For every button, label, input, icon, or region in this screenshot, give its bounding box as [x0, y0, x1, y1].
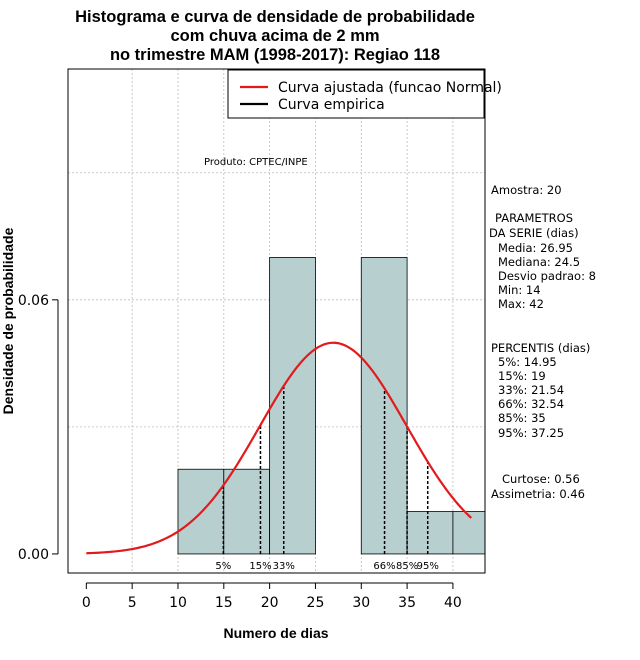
param-median: Mediana: 24.5	[498, 255, 580, 269]
skewness: Assimetria: 0.46	[491, 487, 585, 501]
product-credit: Produto: CPTEC/INPE	[204, 157, 308, 168]
histogram-bar-6	[452, 511, 486, 555]
percentile-85: 85%: 35	[498, 411, 546, 425]
histogram-bar-1	[223, 468, 271, 555]
chart-title-line-2: com chuva acima de 2 mm	[170, 27, 379, 45]
x-tick-label-15: 15	[215, 595, 233, 611]
percentile-label-0: 5%	[215, 561, 231, 572]
plot-frame	[67, 68, 486, 574]
x-tick-label-30: 30	[352, 595, 370, 611]
percentile-5: 5%: 14.95	[498, 355, 557, 369]
param-mean: Media: 26.95	[498, 241, 573, 255]
percentiles-heading: PERCENTIS (dias)	[491, 341, 590, 355]
legend-label-empirical: Curva empirica	[278, 97, 385, 113]
param-max: Max: 42	[498, 297, 544, 311]
params-heading-1: PARAMETROS	[495, 211, 573, 225]
percentile-33: 33%: 21.54	[498, 383, 564, 397]
percentile-66: 66%: 32.54	[498, 397, 564, 411]
histogram-bar-5	[406, 511, 454, 555]
percentile-label-4: 85%	[396, 561, 418, 572]
x-tick-label-20: 20	[261, 595, 279, 611]
histogram-bars	[177, 257, 486, 555]
percentile-labels: 5% 15% 33% 66% 85%95%	[215, 561, 438, 572]
x-tick-label-40: 40	[444, 595, 462, 611]
y-axis-title: Densidade de probabilidade	[0, 227, 16, 414]
y-axis: 0.00 0.06	[18, 293, 59, 563]
chart-title-line-1: Histograma e curva de densidade de proba…	[75, 8, 475, 26]
chart-title-line-3: no trimestre MAM (1998-2017): Regiao 118	[110, 46, 440, 64]
params-heading-2: DA SERIE (dias)	[489, 226, 579, 240]
percentile-15: 15%: 19	[498, 369, 546, 383]
kurtosis: Curtose: 0.56	[502, 472, 580, 486]
percentile-95: 95%: 37.25	[498, 426, 564, 440]
stats-panel: Amostra: 20 PARAMETROS DA SERIE (dias) M…	[489, 183, 596, 501]
param-min: Min: 14	[498, 283, 541, 297]
y-tick-label-1: 0.06	[18, 293, 49, 309]
percentile-lines	[222, 385, 429, 554]
x-tick-label-10: 10	[169, 595, 187, 611]
histogram-bar-4	[360, 257, 408, 555]
percentile-label-3: 66%	[373, 561, 395, 572]
x-tick-label-5: 5	[128, 595, 137, 611]
sample-size: Amostra: 20	[491, 183, 562, 197]
legend-label-normal: Curva ajustada (funcao Normal)	[278, 80, 502, 96]
x-tick-label-35: 35	[398, 595, 416, 611]
percentile-label-1: 15%	[249, 561, 271, 572]
y-tick-label-0: 0.00	[18, 547, 49, 563]
param-sd: Desvio padrao: 8	[498, 269, 596, 283]
legend: Curva ajustada (funcao Normal) Curva emp…	[227, 69, 502, 119]
x-tick-label-0: 0	[82, 595, 91, 611]
percentile-label-2: 33%	[273, 561, 295, 572]
x-axis-title: Numero de dias	[223, 625, 328, 641]
percentile-label-5: 95%	[417, 561, 439, 572]
normal-curve	[86, 341, 473, 555]
histogram-bar-2	[269, 257, 316, 555]
x-tick-label-25: 25	[307, 595, 325, 611]
legend-box	[227, 69, 485, 119]
x-axis: 0 5 10 15 20 25 30 35 40	[82, 582, 462, 611]
